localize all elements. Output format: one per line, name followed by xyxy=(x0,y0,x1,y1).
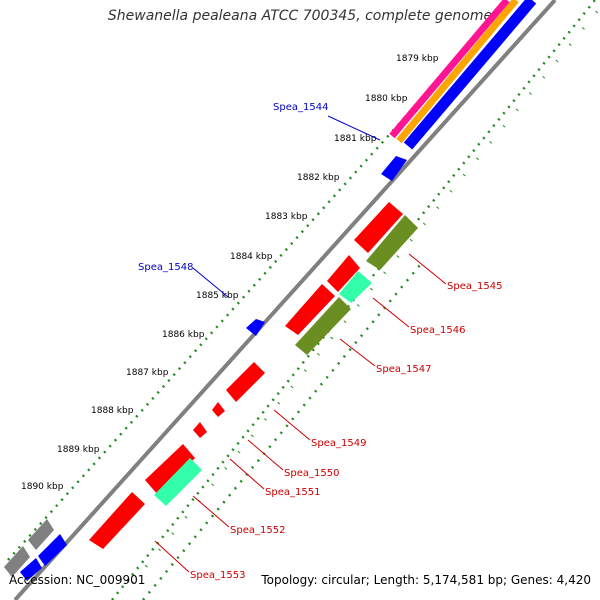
gene-spea-1544[interactable] xyxy=(381,156,407,181)
inner-dotted-line-2 xyxy=(142,264,421,600)
gene-label-connector xyxy=(372,297,410,328)
gene-spea-1546[interactable] xyxy=(327,255,360,292)
tick-label: 1884 kbp xyxy=(230,252,273,262)
gene-label-connector xyxy=(408,253,447,285)
gene-label[interactable]: Spea_1548 xyxy=(138,262,193,273)
gray-feature-1 xyxy=(28,519,54,550)
gene-spea-1551[interactable] xyxy=(193,422,207,438)
tick-label: 1888 kbp xyxy=(91,406,134,416)
genome-summary-text: Topology: circular; Length: 5,174,581 bp… xyxy=(261,573,591,587)
gene-label[interactable]: Spea_1544 xyxy=(273,102,328,113)
olive-feature-1547 xyxy=(295,297,351,355)
outer-dotted-line xyxy=(7,0,511,561)
gene-label-connector xyxy=(192,495,230,528)
blue-band-top xyxy=(403,0,537,150)
gene-label-connector xyxy=(247,439,284,471)
gene-labels: Spea_1544 Spea_1548 Spea_1545 Spea_1546 Spea… xyxy=(138,102,502,581)
gene-spea-1550[interactable] xyxy=(212,402,225,417)
gene-label-connector xyxy=(154,540,190,573)
tick-label: 1882 kbp xyxy=(297,173,340,183)
tick-label: 1886 kbp xyxy=(162,330,205,340)
gene-spea-1547[interactable] xyxy=(285,284,335,335)
tick-label: 1890 kbp xyxy=(21,482,64,492)
gene-spea-1549[interactable] xyxy=(226,362,265,402)
gene-label[interactable]: Spea_1546 xyxy=(410,325,465,336)
gene-label-connector xyxy=(327,115,381,141)
map-title: Shewanella pealeana ATCC 700345, complet… xyxy=(107,8,493,24)
gene-spea-1548[interactable] xyxy=(246,319,265,336)
tick-label: 1883 kbp xyxy=(265,212,308,222)
tick-label: 1880 kbp xyxy=(365,94,408,104)
tick-label: 1881 kbp xyxy=(334,134,377,144)
gene-label-connector xyxy=(273,409,311,441)
aqua-feature-1546 xyxy=(339,271,372,303)
gene-spea-1545[interactable] xyxy=(354,202,403,253)
genome-backbone xyxy=(13,0,557,600)
orange-feature xyxy=(396,0,519,144)
aqua-feature-1552 xyxy=(154,458,202,506)
tick-label: 1889 kbp xyxy=(57,445,100,455)
gene-label[interactable]: Spea_1552 xyxy=(230,525,285,536)
tick-label: 1879 kbp xyxy=(396,54,439,64)
gene-label[interactable]: Spea_1545 xyxy=(447,281,502,292)
gene-label-connector xyxy=(339,338,376,367)
reverse-genes xyxy=(20,156,407,581)
olive-feature-1545 xyxy=(366,215,418,270)
forward-genes xyxy=(89,202,403,549)
gene-label[interactable]: Spea_1549 xyxy=(311,438,366,449)
gray-feature-2 xyxy=(4,546,30,577)
tick-label: 1887 kbp xyxy=(126,368,169,378)
accession-text: Accession: NC_009901 xyxy=(9,573,146,587)
gene-label-connector xyxy=(192,267,229,298)
gene-bottom-blue-2[interactable] xyxy=(20,558,42,581)
gene-label[interactable]: Spea_1551 xyxy=(265,487,320,498)
gene-label[interactable]: Spea_1550 xyxy=(284,468,339,479)
gc-skew-ticks xyxy=(120,7,600,597)
magenta-feature xyxy=(389,0,510,139)
gene-bottom-blue[interactable] xyxy=(38,534,67,566)
gene-spea-1552[interactable] xyxy=(145,444,195,495)
tick-label: 1885 kbp xyxy=(196,291,239,301)
gene-label[interactable]: Spea_1553 xyxy=(190,570,245,581)
tick-labels: 1879 kbp 1880 kbp 1881 kbp 1882 kbp 1883 kbp… xyxy=(21,54,439,492)
gene-label[interactable]: Spea_1547 xyxy=(376,364,431,375)
gene-label-connector xyxy=(229,458,265,490)
gene-spea-1553[interactable] xyxy=(89,492,145,549)
